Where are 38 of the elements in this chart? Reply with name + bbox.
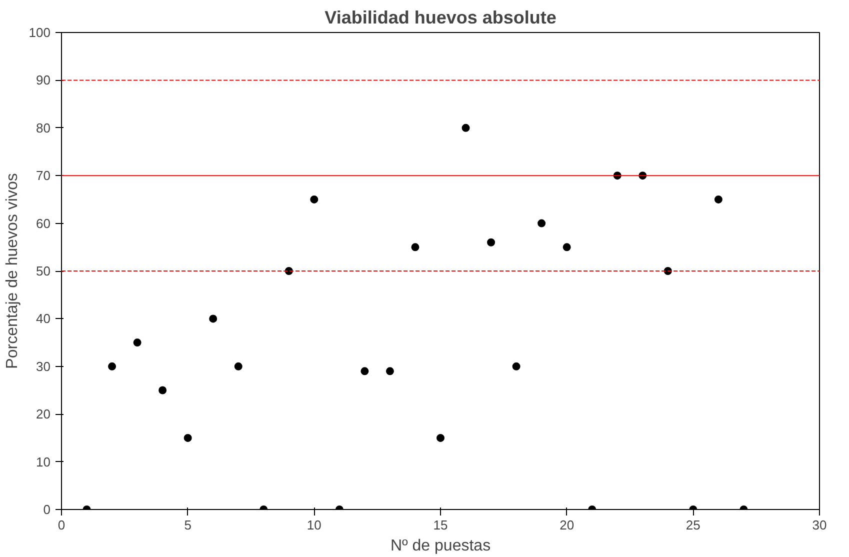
y-tick-label: 40 xyxy=(36,311,51,326)
point xyxy=(209,314,218,323)
y-tick-label: 0 xyxy=(43,502,51,517)
y-tick-label: 10 xyxy=(36,454,51,470)
chart-title: Viabilidad huevos absolute xyxy=(324,8,556,28)
y-tick-label: 90 xyxy=(36,72,51,88)
x-tick-label: 15 xyxy=(433,518,448,532)
point xyxy=(562,243,571,252)
point xyxy=(538,219,546,228)
point xyxy=(310,195,318,204)
x-tick-label: 5 xyxy=(184,518,192,532)
x-tick-label: 20 xyxy=(560,518,574,532)
x-axis-title: Nº de puestas xyxy=(390,538,491,554)
point xyxy=(512,362,520,370)
point xyxy=(436,434,444,442)
x-tick-label: 10 xyxy=(306,518,322,532)
x-tick-label: 30 xyxy=(812,518,827,532)
point xyxy=(133,338,142,347)
y-tick-label: 70 xyxy=(36,168,51,184)
y-tick-label: 30 xyxy=(36,358,51,374)
point xyxy=(158,386,167,394)
y-tick-label: 80 xyxy=(36,120,51,136)
point xyxy=(184,434,192,442)
point xyxy=(360,367,369,376)
point xyxy=(386,367,394,376)
point xyxy=(108,362,116,370)
y-tick-label: 60 xyxy=(36,216,51,231)
point xyxy=(714,195,722,204)
point xyxy=(462,124,470,132)
x-tick-label: 25 xyxy=(686,518,700,532)
point xyxy=(487,238,496,246)
y-tick-label: 50 xyxy=(36,264,51,278)
y-axis-title: Porcentaje de huevos vivos xyxy=(4,173,21,369)
y-tick-label: 100 xyxy=(28,25,51,40)
point xyxy=(411,243,420,252)
y-tick-label: 20 xyxy=(36,406,51,422)
x-tick-label: 0 xyxy=(58,518,66,532)
point xyxy=(234,362,242,370)
